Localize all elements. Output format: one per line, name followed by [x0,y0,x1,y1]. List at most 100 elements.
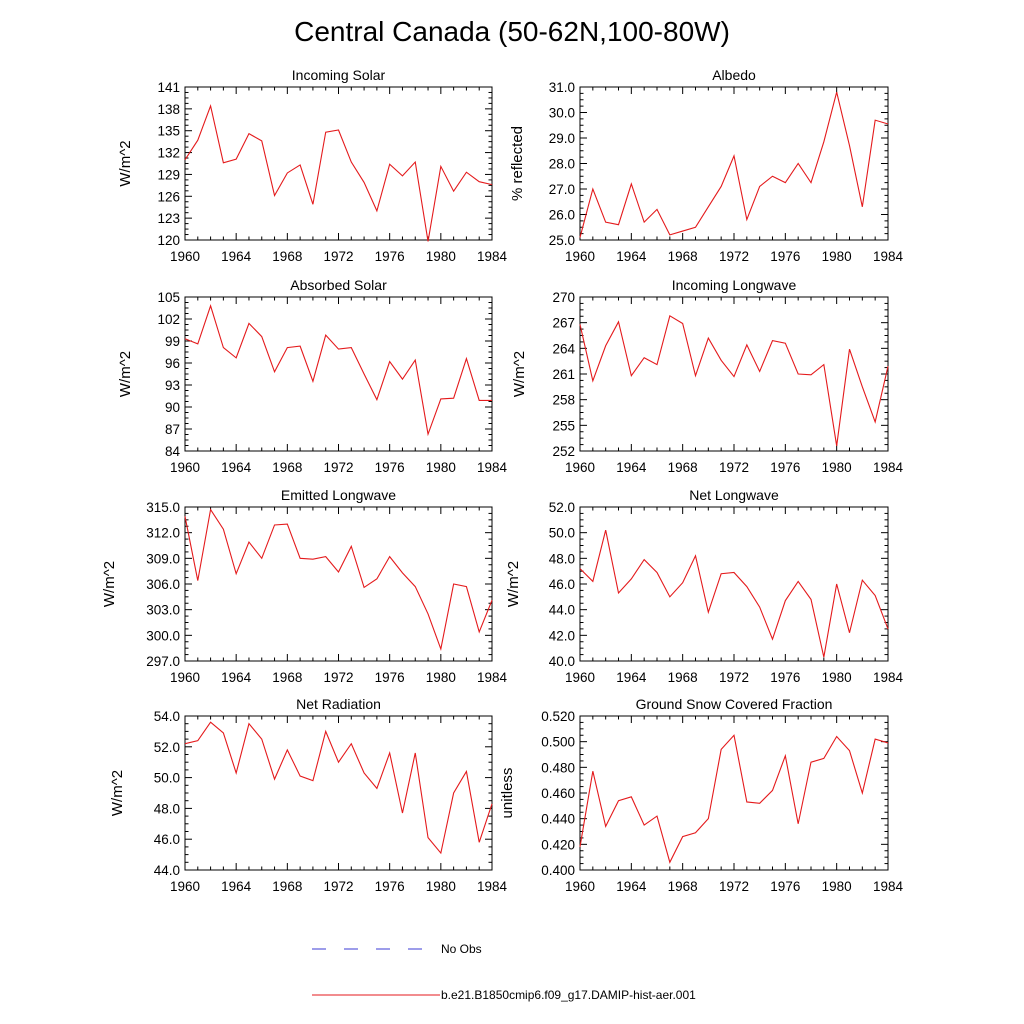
plot-frame [184,86,493,241]
y-tick-label: 31.0 [549,80,575,95]
y-tick-label: 93 [165,378,180,393]
x-tick-label: 1976 [770,879,800,894]
panel-title: Albedo [712,67,756,83]
y-tick-label: 123 [157,211,180,226]
x-tick-label: 1968 [668,249,698,264]
x-tick-label: 1984 [873,249,904,264]
y-tick-label: 99 [165,334,180,349]
panel-title: Net Longwave [689,487,779,503]
y-tick-label: 25.0 [549,233,575,248]
y-tick-label: 126 [157,189,180,204]
x-tick-label: 1968 [272,879,302,894]
y-tick-label: 44.0 [154,863,180,878]
x-tick-label: 1980 [822,249,852,264]
legend-obs-label: No Obs [441,942,482,956]
x-tick-label: 1980 [426,879,456,894]
series-line [184,721,493,855]
y-tick-label: 309.0 [146,551,180,566]
x-tick-label: 1976 [770,249,800,264]
y-tick-label: 50.0 [154,771,180,786]
y-tick-label: 129 [157,167,180,182]
x-tick-label: 1972 [323,879,353,894]
y-tick-label: 303.0 [146,603,180,618]
y-tick-label: 270 [552,290,575,305]
y-tick-label: 46.0 [154,832,180,847]
series-line [184,303,492,437]
y-tick-label: 54.0 [154,709,180,724]
y-tick-label: 42.0 [549,628,575,643]
plot-frame [579,715,889,871]
x-tick-label: 1976 [375,460,405,475]
y-tick-label: 90 [165,400,180,415]
y-tick-label: 120 [157,233,180,248]
panel-3: Absorbed Solar W/m^2 1960 1964 1968 1972 1976 1… [117,277,508,475]
x-tick-label: 1968 [272,670,302,685]
x-tick-label: 1976 [770,460,800,475]
panel-title: Incoming Solar [292,67,386,83]
x-tick-label: 1960 [565,460,595,475]
plot-frame [184,296,493,452]
x-tick-label: 1968 [272,460,302,475]
x-tick-label: 1960 [565,249,595,264]
y-tick-label: 0.480 [541,760,575,775]
x-tick-label: 1964 [221,460,252,475]
x-tick-label: 1980 [426,670,456,685]
series-line [579,529,889,658]
x-tick-label: 1980 [822,670,852,685]
y-tick-label: 138 [157,102,180,117]
y-tick-label: 135 [157,124,180,139]
x-tick-label: 1972 [719,460,749,475]
panel-8: Ground Snow Covered Fraction unitless 1960… [499,696,904,894]
panel-title: Net Radiation [296,696,381,712]
x-tick-label: 1976 [375,249,405,264]
x-tick-label: 1972 [323,249,353,264]
x-tick-label: 1968 [668,670,698,685]
x-tick-label: 1960 [565,879,595,894]
x-tick-label: 1984 [873,670,904,685]
y-axis-label: W/m^2 [117,140,134,186]
x-tick-label: 1960 [170,249,200,264]
x-tick-label: 1964 [616,670,647,685]
y-axis-label: W/m^2 [101,561,118,607]
y-axis-label: unitless [499,768,516,819]
panel-4: Incoming Longwave W/m^2 1960 1964 1968 1972 19… [511,277,904,475]
y-axis-label: W/m^2 [109,770,126,816]
y-axis-label: % reflected [509,126,526,201]
y-tick-label: 40.0 [549,654,575,669]
x-tick-label: 1968 [272,249,302,264]
y-tick-label: 48.0 [549,551,575,566]
y-tick-label: 84 [165,444,181,459]
y-tick-label: 141 [157,80,180,95]
x-tick-label: 1964 [221,879,252,894]
y-tick-label: 87 [165,422,180,437]
y-tick-label: 27.0 [549,182,575,197]
y-tick-label: 105 [157,290,180,305]
y-tick-label: 267 [552,316,575,331]
x-tick-label: 1984 [873,879,904,894]
x-tick-label: 1964 [616,249,647,264]
x-tick-label: 1984 [477,249,508,264]
panel-title: Absorbed Solar [290,277,387,293]
panel-title: Ground Snow Covered Fraction [636,696,833,712]
y-tick-label: 28.0 [549,157,575,172]
plot-frame [184,715,493,871]
x-tick-label: 1984 [873,460,904,475]
panel-title: Emitted Longwave [281,487,396,503]
y-tick-label: 0.400 [541,863,575,878]
y-tick-label: 0.420 [541,837,575,852]
y-tick-label: 255 [552,418,575,433]
x-tick-label: 1972 [719,249,749,264]
y-axis-label: W/m^2 [117,351,134,397]
y-tick-label: 0.500 [541,735,575,750]
plot-frame [184,506,493,662]
y-tick-label: 261 [552,367,575,382]
y-tick-label: 102 [157,312,180,327]
y-tick-label: 26.0 [549,208,575,223]
x-tick-label: 1972 [323,460,353,475]
panel-6: Net Longwave W/m^2 1960 1964 1968 1972 1976 198… [505,487,904,685]
x-tick-label: 1980 [822,879,852,894]
x-tick-label: 1968 [668,879,698,894]
x-tick-label: 1960 [565,670,595,685]
x-tick-label: 1972 [323,670,353,685]
